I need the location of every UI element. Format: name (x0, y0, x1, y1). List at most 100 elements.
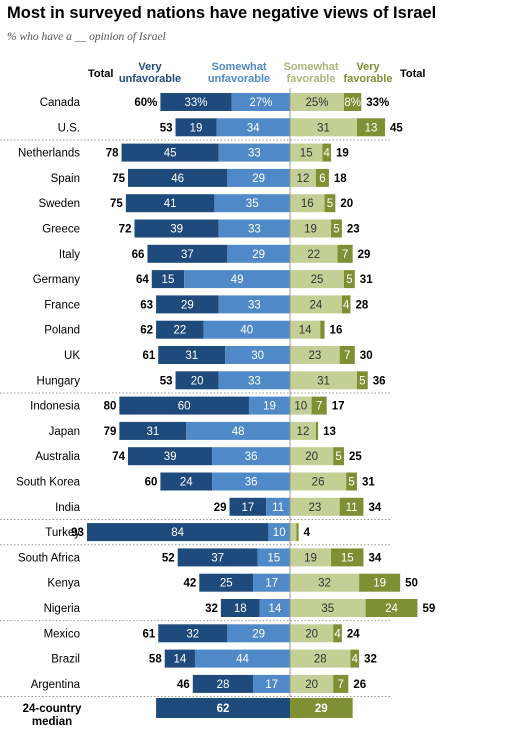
value-somewhat-unfavorable-turkey: 10 (273, 527, 286, 539)
bar-very-favorable-kenya (359, 573, 401, 592)
total-unfavorable-spain: 75 (112, 173, 125, 185)
value-very-unfavorable-indonesia: 60 (178, 401, 191, 413)
country-label-argentina: Argentina (31, 679, 81, 691)
value-very-unfavorable-italy: 37 (181, 249, 194, 261)
value-somewhat-favorable-u-s: 31 (317, 122, 330, 134)
total-favorable-germany: 31 (360, 274, 373, 286)
total-unfavorable-netherlands: 78 (106, 148, 119, 160)
value-somewhat-favorable-indonesia: 10 (294, 401, 307, 413)
bar-very-unfavorable-canada (160, 93, 232, 111)
header-very-favorable-line2: favorable (344, 73, 393, 85)
total-favorable-argentina: 26 (353, 679, 366, 691)
bar-somewhat-favorable-hungary (290, 371, 357, 390)
value-somewhat-favorable-south-africa: 19 (304, 552, 317, 564)
bar-somewhat-unfavorable-argentina (253, 674, 290, 693)
bar-somewhat-unfavorable-sweden (214, 194, 290, 213)
total-favorable-japan: 13 (323, 426, 336, 438)
total-favorable-south-africa: 34 (368, 552, 381, 564)
total-favorable-hungary: 36 (373, 375, 386, 387)
bar-very-favorable-sweden (324, 194, 336, 213)
total-favorable-uk: 30 (360, 350, 373, 362)
bar-somewhat-favorable-canada (290, 93, 344, 111)
total-favorable-poland: 16 (330, 325, 343, 337)
header-very-favorable-line1: Very (356, 61, 380, 73)
bar-somewhat-favorable-japan (290, 421, 316, 440)
country-label-turkey: Turkey (45, 527, 80, 539)
total-favorable-indonesia: 17 (332, 401, 345, 413)
value-somewhat-unfavorable-canada: 27% (249, 97, 272, 109)
bar-somewhat-favorable-brazil (290, 649, 351, 668)
bar-median-favorable (290, 698, 353, 718)
value-very-unfavorable-poland: 22 (173, 325, 186, 337)
country-label-india: India (55, 502, 81, 514)
value-somewhat-favorable-hungary: 31 (317, 375, 330, 387)
total-favorable-south-korea: 31 (362, 477, 375, 489)
value-very-favorable-nigeria: 24 (385, 603, 398, 615)
country-label-kenya: Kenya (47, 578, 80, 590)
header-very-unfavorable-line1: Very (138, 61, 162, 73)
bar-median-unfavorable (156, 698, 290, 718)
total-unfavorable-indonesia: 80 (104, 401, 117, 413)
total-favorable-u-s: 45 (390, 122, 403, 134)
value-somewhat-unfavorable-germany: 49 (231, 274, 244, 286)
value-somewhat-favorable-canada: 25% (305, 97, 328, 109)
chart-title: Most in surveyed nations have negative v… (7, 4, 437, 22)
total-unfavorable-nigeria: 32 (205, 603, 218, 615)
bar-somewhat-unfavorable-kenya (253, 573, 290, 592)
bar-very-favorable-canada (344, 93, 362, 111)
bar-somewhat-unfavorable-brazil (194, 649, 290, 668)
total-favorable-canada: 33% (366, 97, 389, 109)
bar-very-favorable-mexico (333, 624, 342, 643)
value-very-favorable-canada: 8% (344, 97, 361, 109)
bar-very-favorable-netherlands (322, 143, 332, 162)
bar-somewhat-unfavorable-turkey (268, 523, 290, 542)
country-label-greece: Greece (42, 224, 80, 236)
total-unfavorable-uk: 61 (142, 350, 155, 362)
total-favorable-brazil: 32 (364, 654, 377, 666)
total-unfavorable-south-korea: 60 (145, 477, 158, 489)
bar-somewhat-unfavorable-indonesia (248, 396, 290, 415)
total-favorable-spain: 18 (334, 173, 347, 185)
value-somewhat-unfavorable-argentina: 17 (265, 679, 278, 691)
header-total-favorable: Total (400, 68, 425, 80)
value-very-favorable-u-s: 13 (365, 122, 378, 134)
value-somewhat-unfavorable-italy: 29 (252, 249, 265, 261)
value-somewhat-unfavorable-greece: 33 (248, 224, 261, 236)
bar-somewhat-favorable-germany (290, 270, 344, 289)
country-label-poland: Poland (44, 325, 80, 337)
country-label-italy: Italy (59, 249, 80, 261)
header-very-unfavorable-line2: unfavorable (119, 73, 181, 85)
total-favorable-sweden: 20 (340, 198, 353, 210)
country-label-south-korea: South Korea (16, 477, 81, 489)
value-very-unfavorable-sweden: 41 (164, 198, 177, 210)
bar-somewhat-unfavorable-netherlands (218, 143, 290, 162)
total-unfavorable-india: 29 (214, 502, 227, 514)
country-label-hungary: Hungary (37, 375, 81, 387)
bar-somewhat-unfavorable-spain (227, 168, 290, 187)
value-somewhat-unfavorable-indonesia: 19 (263, 401, 276, 413)
value-somewhat-favorable-brazil: 28 (314, 654, 327, 666)
value-very-favorable-spain: 6 (319, 173, 325, 185)
bar-very-unfavorable-turkey (86, 523, 269, 542)
value-very-favorable-italy: 7 (342, 249, 348, 261)
value-somewhat-unfavorable-kenya: 17 (265, 578, 278, 590)
bar-very-favorable-germany (344, 270, 355, 289)
country-label-south-africa: South Africa (18, 552, 81, 564)
bar-somewhat-favorable-south-africa (290, 548, 332, 567)
value-somewhat-unfavorable-sweden: 35 (246, 198, 259, 210)
bar-somewhat-unfavorable-australia (212, 447, 290, 466)
bar-somewhat-favorable-italy (290, 244, 338, 263)
bar-very-favorable-france (341, 295, 351, 314)
value-very-unfavorable-australia: 39 (164, 451, 177, 463)
value-somewhat-unfavorable-netherlands: 33 (248, 148, 261, 160)
total-favorable-mexico: 24 (347, 628, 360, 640)
bar-very-favorable-south-africa (331, 548, 364, 567)
bar-somewhat-unfavorable-greece (218, 219, 290, 238)
bar-very-unfavorable-australia (128, 447, 213, 466)
bar-very-unfavorable-hungary (175, 371, 219, 390)
value-somewhat-favorable-germany: 25 (311, 274, 324, 286)
country-label-japan: Japan (49, 426, 80, 438)
total-unfavorable-south-africa: 52 (162, 552, 175, 564)
total-unfavorable-hungary: 53 (160, 375, 173, 387)
